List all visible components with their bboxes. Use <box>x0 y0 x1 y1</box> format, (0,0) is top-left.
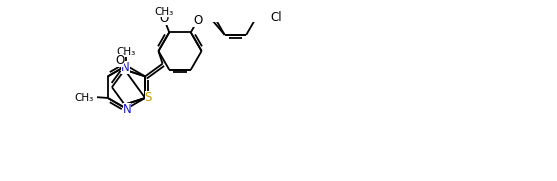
Text: O: O <box>193 14 202 26</box>
Text: S: S <box>144 91 152 104</box>
Text: CH₃: CH₃ <box>75 93 94 103</box>
Text: Cl: Cl <box>271 11 282 24</box>
Text: CH₃: CH₃ <box>154 7 173 17</box>
Text: N: N <box>123 103 131 116</box>
Text: CH₃: CH₃ <box>117 47 136 57</box>
Text: O: O <box>159 12 168 25</box>
Text: O: O <box>115 54 124 67</box>
Text: N: N <box>121 61 130 74</box>
